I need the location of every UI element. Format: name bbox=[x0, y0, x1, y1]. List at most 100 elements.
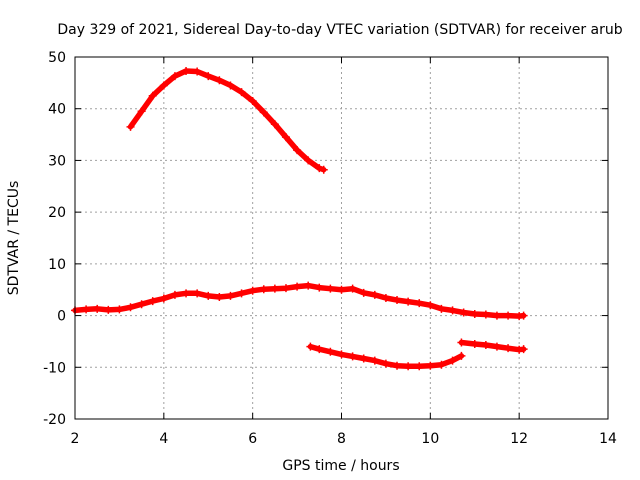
data-point bbox=[426, 361, 435, 370]
y-tick-label: -10 bbox=[43, 360, 66, 376]
x-tick-label: 12 bbox=[510, 431, 528, 447]
data-point bbox=[126, 122, 135, 131]
data-point bbox=[404, 297, 413, 306]
data-point bbox=[481, 341, 490, 350]
data-point bbox=[504, 311, 513, 320]
data-point bbox=[215, 292, 224, 301]
data-point bbox=[304, 281, 313, 290]
data-point bbox=[348, 284, 357, 293]
data-point bbox=[415, 362, 424, 371]
y-tick-label: -20 bbox=[43, 412, 66, 428]
data-point bbox=[115, 305, 124, 314]
data-point bbox=[148, 91, 157, 100]
data-point bbox=[259, 108, 268, 117]
data-point bbox=[182, 289, 191, 298]
data-point bbox=[293, 282, 302, 291]
data-point bbox=[381, 359, 390, 368]
data-point bbox=[126, 303, 135, 312]
data-point bbox=[457, 338, 466, 347]
data-point bbox=[148, 297, 157, 306]
data-point bbox=[393, 361, 402, 370]
data-series bbox=[71, 66, 528, 371]
data-point bbox=[370, 356, 379, 365]
data-point bbox=[237, 88, 246, 97]
x-tick-label: 8 bbox=[337, 431, 346, 447]
x-tick-label: 4 bbox=[159, 431, 168, 447]
data-point bbox=[170, 290, 179, 299]
data-point bbox=[248, 286, 257, 295]
y-axis-label: SDTVAR / TECUs bbox=[6, 181, 22, 296]
y-tick-label: 0 bbox=[57, 309, 66, 325]
data-point bbox=[215, 76, 224, 85]
data-point bbox=[226, 81, 235, 90]
data-point bbox=[226, 291, 235, 300]
x-axis-label: GPS time / hours bbox=[282, 458, 399, 474]
data-point bbox=[270, 120, 279, 129]
data-point bbox=[404, 362, 413, 371]
data-point bbox=[315, 283, 324, 292]
data-point bbox=[481, 310, 490, 319]
data-point bbox=[504, 344, 513, 353]
data-point bbox=[359, 288, 368, 297]
data-point bbox=[259, 285, 268, 294]
data-point bbox=[359, 354, 368, 363]
data-point bbox=[393, 296, 402, 305]
chart-title: Day 329 of 2021, Sidereal Day-to-day VTE… bbox=[57, 22, 622, 38]
data-point bbox=[193, 289, 202, 298]
data-point bbox=[348, 352, 357, 361]
data-point bbox=[437, 304, 446, 313]
data-point bbox=[326, 347, 335, 356]
data-point bbox=[448, 356, 457, 365]
data-point bbox=[237, 289, 246, 298]
data-point bbox=[492, 311, 501, 320]
data-point bbox=[306, 342, 315, 351]
data-point bbox=[381, 293, 390, 302]
data-point bbox=[470, 340, 479, 349]
data-point bbox=[319, 165, 328, 174]
x-tick-label: 14 bbox=[599, 431, 617, 447]
data-point bbox=[519, 345, 528, 354]
grid bbox=[75, 57, 608, 419]
data-point bbox=[304, 156, 313, 165]
data-point bbox=[204, 72, 213, 81]
data-point bbox=[182, 66, 191, 75]
data-point bbox=[204, 291, 213, 300]
data-point bbox=[426, 301, 435, 310]
data-point bbox=[337, 285, 346, 294]
data-point bbox=[437, 360, 446, 369]
y-tick-label: 40 bbox=[48, 102, 66, 118]
x-tick-label: 10 bbox=[421, 431, 439, 447]
data-point bbox=[82, 305, 91, 314]
data-point bbox=[104, 305, 113, 314]
data-point bbox=[281, 284, 290, 293]
data-point bbox=[193, 67, 202, 76]
data-point bbox=[93, 304, 102, 313]
y-tick-label: 30 bbox=[48, 153, 66, 169]
data-point bbox=[448, 306, 457, 315]
data-point bbox=[248, 96, 257, 105]
x-tick-label: 2 bbox=[71, 431, 80, 447]
data-point bbox=[337, 350, 346, 359]
data-point bbox=[492, 342, 501, 351]
data-point bbox=[170, 72, 179, 81]
data-point bbox=[270, 284, 279, 293]
data-point bbox=[315, 164, 324, 173]
x-tick-label: 6 bbox=[248, 431, 257, 447]
data-point bbox=[326, 284, 335, 293]
data-point bbox=[159, 294, 168, 303]
y-tick-label: 20 bbox=[48, 205, 66, 221]
data-point bbox=[293, 146, 302, 155]
data-point bbox=[137, 300, 146, 309]
data-point bbox=[519, 311, 528, 320]
data-point bbox=[137, 107, 146, 116]
data-point bbox=[459, 308, 468, 317]
data-point bbox=[281, 133, 290, 142]
y-tick-label: 10 bbox=[48, 257, 66, 273]
data-point bbox=[470, 310, 479, 319]
data-point bbox=[159, 81, 168, 90]
y-tick-label: 50 bbox=[48, 50, 66, 66]
axis-ticks: 2 4 6 8 10 12 14 -20 -10 0 10 20 30 40 50 bbox=[43, 50, 617, 447]
data-point bbox=[315, 345, 324, 354]
data-point bbox=[370, 290, 379, 299]
